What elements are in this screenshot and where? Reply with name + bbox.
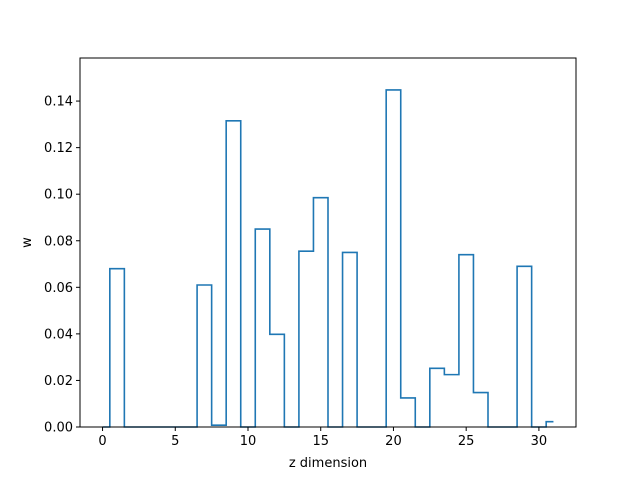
y-tick-label: 0.10 xyxy=(44,188,73,203)
x-tick-label: 25 xyxy=(458,434,475,449)
y-tick-label: 0.04 xyxy=(44,327,73,342)
x-tick-label: 0 xyxy=(98,434,106,449)
y-tick-label: 0.06 xyxy=(44,281,73,296)
x-axis-label: z dimension xyxy=(289,456,367,471)
y-tick-label: 0.14 xyxy=(44,95,73,110)
y-axis-label: w xyxy=(20,237,35,248)
plot-frame xyxy=(79,57,577,428)
y-tick-label: 0.02 xyxy=(44,374,73,389)
y-tick-label: 0.12 xyxy=(44,141,73,156)
y-tick-label: 0.08 xyxy=(44,234,73,249)
x-tick-label: 20 xyxy=(385,434,402,449)
x-tick-label: 30 xyxy=(531,434,548,449)
x-tick-label: 5 xyxy=(171,434,179,449)
x-tick-label: 15 xyxy=(312,434,329,449)
y-tick-label: 0.00 xyxy=(44,421,73,436)
x-tick-label: 10 xyxy=(240,434,257,449)
